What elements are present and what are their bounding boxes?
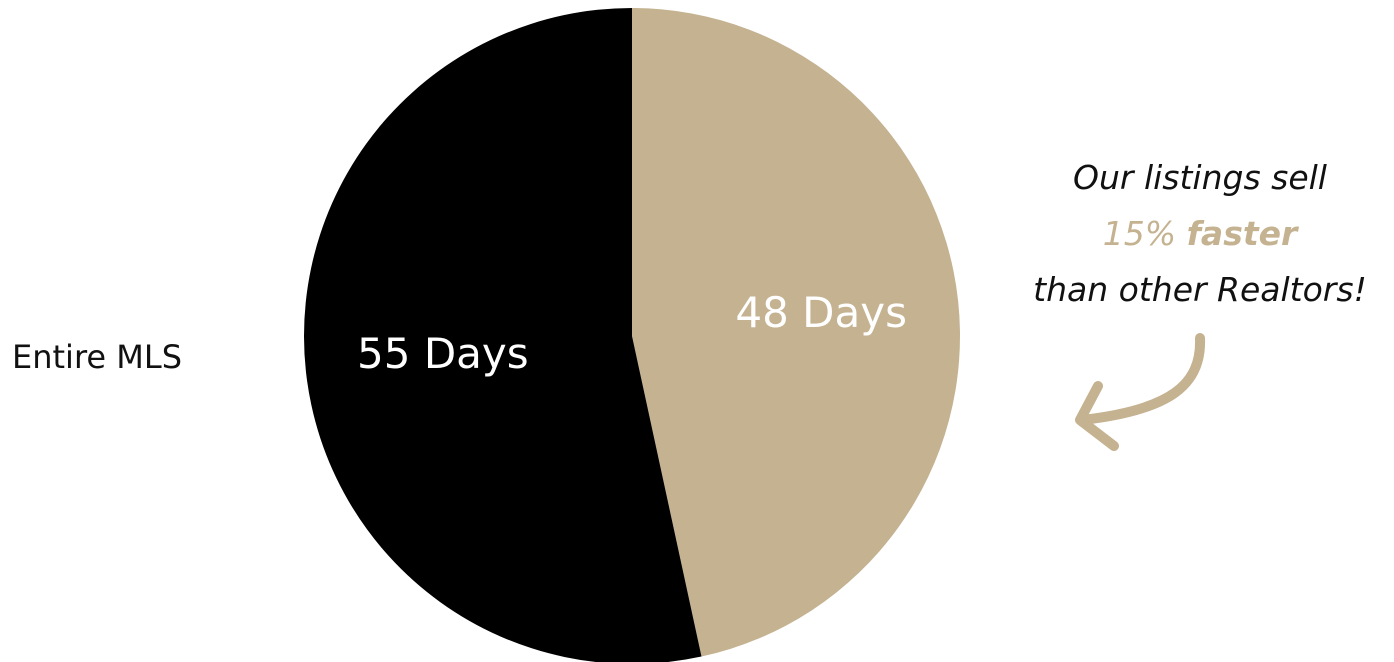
pie-slice-our-listings <box>632 8 960 657</box>
callout-line-3: than other Realtors! <box>1033 270 1367 309</box>
pie-label-entire-mls: 55 Days <box>357 329 529 378</box>
callout-percent: 15% <box>1102 214 1177 253</box>
curved-arrow-icon <box>1075 333 1206 451</box>
callout-line-1: Our listings sell <box>1073 158 1327 197</box>
pie-slice-entire-mls <box>304 8 702 662</box>
callout-line-2: 15% faster <box>1010 206 1390 262</box>
pie-label-our-listings: 48 Days <box>735 288 907 337</box>
callout-text: Our listings sell 15% faster than other … <box>1010 150 1390 318</box>
callout-faster: faster <box>1186 214 1298 253</box>
legend-label-entire-mls: Entire MLS <box>12 338 182 376</box>
